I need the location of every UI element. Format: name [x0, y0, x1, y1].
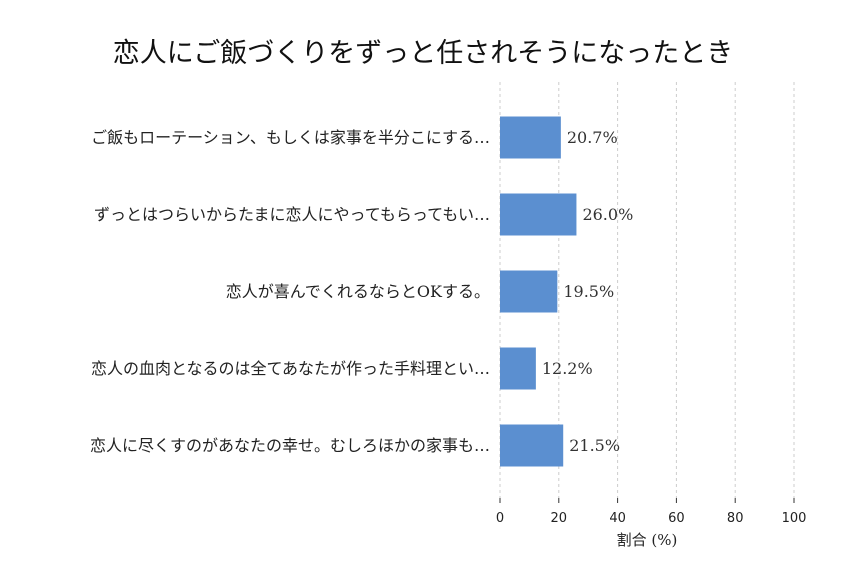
x-tick-label-2: 40	[609, 511, 626, 526]
category-label-4: 恋人に尽くすのがあなたの幸せ。むしろほかの家事も…	[90, 436, 490, 455]
bar-1	[500, 193, 577, 236]
category-label-3: 恋人の血肉となるのは全てあなたが作った手料理とい…	[91, 359, 490, 378]
bar-3	[500, 347, 536, 390]
bar-4	[500, 424, 564, 467]
x-tick-label-4: 80	[727, 511, 744, 526]
x-tick-label-3: 60	[668, 511, 685, 526]
value-label-4: 21.5%	[569, 436, 620, 455]
x-axis-label: 割合 (%)	[617, 531, 678, 549]
value-labels: 20.7% 26.0% 19.5% 12.2% 21.5%	[542, 128, 633, 455]
category-label-2: 恋人が喜んでくれるならとOKする。	[226, 282, 490, 301]
value-label-2: 19.5%	[563, 282, 614, 301]
chart-title: 恋人にご飯づくりをずっと任されそうになったとき	[113, 38, 733, 69]
x-tick-label-0: 0	[496, 511, 504, 526]
bars	[500, 116, 577, 467]
category-labels: ご飯もローテーション、もしくは家事を半分こにする… ずっとはつらいからたまに恋人に…	[90, 128, 490, 455]
x-tick-label-1: 20	[551, 511, 568, 526]
value-label-3: 12.2%	[542, 359, 593, 378]
category-label-0: ご飯もローテーション、もしくは家事を半分こにする…	[91, 128, 490, 147]
x-axis: 0 20 40 60 80 100	[496, 498, 807, 526]
category-label-1: ずっとはつらいからたまに恋人にやってもらってもい…	[94, 205, 490, 224]
value-label-1: 26.0%	[582, 205, 633, 224]
value-label-0: 20.7%	[567, 128, 618, 147]
bar-2	[500, 270, 558, 313]
x-tick-label-5: 100	[782, 511, 807, 526]
bar-0	[500, 116, 561, 159]
